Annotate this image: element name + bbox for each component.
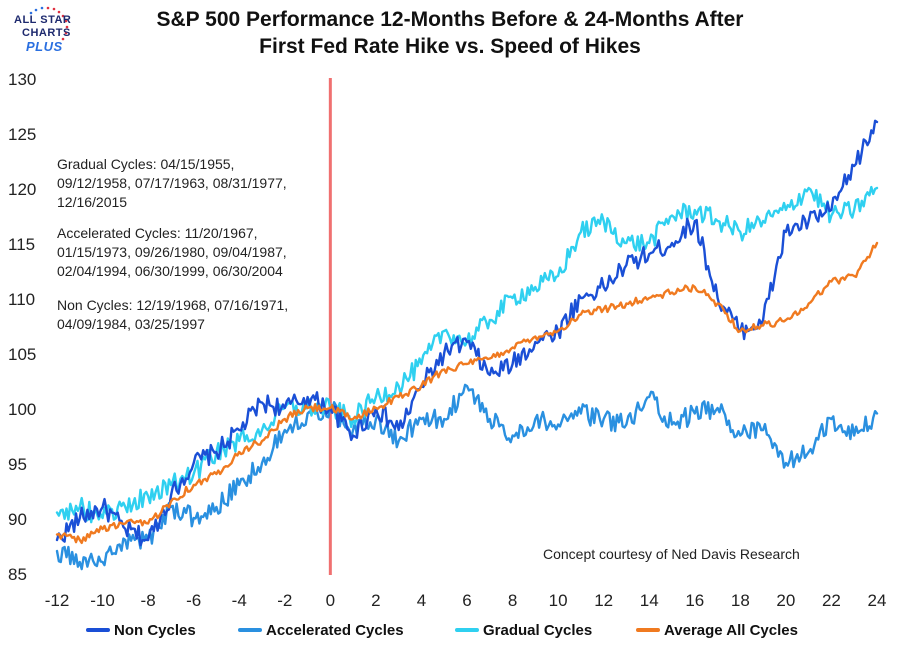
legend-swatch-accelerated (238, 628, 262, 632)
legend-label-accelerated: Accelerated Cycles (266, 621, 404, 639)
logo-line-2: CHARTS (22, 27, 71, 39)
x-tick-label: 4 (417, 591, 426, 610)
x-tick-label: -6 (186, 591, 201, 610)
x-tick-label: -10 (90, 591, 115, 610)
y-tick-label: 100 (8, 400, 36, 419)
x-tick-label: -12 (45, 591, 70, 610)
logo-ring-icon (29, 6, 69, 41)
y-axis: 85 90 95 100 105 110 115 120 125 130 (8, 70, 36, 584)
x-tick-label: 16 (685, 591, 704, 610)
y-tick-label: 105 (8, 345, 36, 364)
legend-swatch-average (636, 628, 660, 632)
series-layer (55, 119, 879, 571)
logo: ALL STAR CHARTS PLUS (6, 4, 84, 60)
gradual-note-line-3: 12/16/2015 (57, 194, 128, 210)
series-line-accelerated (55, 383, 879, 571)
y-tick-label: 85 (8, 565, 27, 584)
chart-title-line-1: S&P 500 Performance 12-Months Before & 2… (156, 8, 744, 31)
non-note-line-1: Non Cycles: 12/19/1968, 07/16/1971, (57, 297, 289, 313)
x-tick-label: 10 (549, 591, 568, 610)
x-tick-label: 20 (776, 591, 795, 610)
x-tick-label: 12 (594, 591, 613, 610)
series-line-average (55, 241, 879, 545)
x-tick-label: 2 (371, 591, 380, 610)
x-tick-label: 14 (640, 591, 659, 610)
accelerated-note-line-3: 02/04/1994, 06/30/1999, 06/30/2004 (57, 263, 283, 279)
gradual-note-line-1: Gradual Cycles: 04/15/1955, (57, 156, 235, 172)
x-tick-label: 22 (822, 591, 841, 610)
x-tick-label: -2 (277, 591, 292, 610)
x-tick-label: 6 (462, 591, 471, 610)
x-tick-label: 24 (868, 591, 887, 610)
legend-item-non-cycles: Non Cycles (86, 618, 196, 642)
legend-label-non: Non Cycles (114, 621, 196, 639)
legend-item-accelerated-cycles: Accelerated Cycles (238, 618, 404, 642)
x-tick-label: -8 (141, 591, 156, 610)
gradual-cycles-note: Gradual Cycles: 04/15/1955, 09/12/1958, … (57, 155, 287, 212)
x-tick-label: -4 (232, 591, 247, 610)
gradual-note-line-2: 09/12/1958, 07/17/1963, 08/31/1977, (57, 175, 287, 191)
accelerated-note-line-1: Accelerated Cycles: 11/20/1967, (57, 225, 258, 241)
y-tick-label: 90 (8, 510, 27, 529)
accelerated-cycles-note: Accelerated Cycles: 11/20/1967, 01/15/19… (57, 224, 287, 281)
chart-title: S&P 500 Performance 12-Months Before & 2… (120, 6, 780, 60)
source-credit: Concept courtesy of Ned Davis Research (543, 546, 800, 562)
x-axis: -12 -10 -8 -6 -4 -2 0 2 4 6 8 10 12 14 16 18 20 22 24 (45, 591, 887, 610)
legend-swatch-non (86, 628, 110, 632)
x-tick-label: 18 (731, 591, 750, 610)
legend-label-gradual: Gradual Cycles (483, 621, 593, 639)
y-tick-label: 130 (8, 70, 36, 89)
y-tick-label: 110 (8, 290, 35, 309)
chart-title-line-2: First Fed Rate Hike vs. Speed of Hikes (259, 35, 641, 58)
legend-swatch-gradual (455, 628, 479, 632)
accelerated-note-line-2: 01/15/1973, 09/26/1980, 09/04/1987, (57, 244, 287, 260)
legend: Non Cycles Accelerated Cycles Gradual Cy… (0, 618, 900, 642)
non-cycles-note: Non Cycles: 12/19/1968, 07/16/1971, 04/0… (57, 296, 288, 334)
non-note-line-2: 04/09/1984, 03/25/1997 (57, 316, 205, 332)
logo-line-3: PLUS (26, 39, 63, 54)
y-tick-label: 115 (8, 235, 35, 254)
legend-label-average: Average All Cycles (664, 621, 798, 639)
legend-item-average-all-cycles: Average All Cycles (636, 618, 798, 642)
y-tick-label: 120 (8, 180, 36, 199)
x-tick-label: 0 (326, 591, 335, 610)
logo-line-1: ALL STAR (14, 14, 72, 26)
x-tick-label: 8 (508, 591, 517, 610)
y-tick-label: 125 (8, 125, 36, 144)
legend-item-gradual-cycles: Gradual Cycles (455, 618, 592, 642)
y-tick-label: 95 (8, 455, 27, 474)
